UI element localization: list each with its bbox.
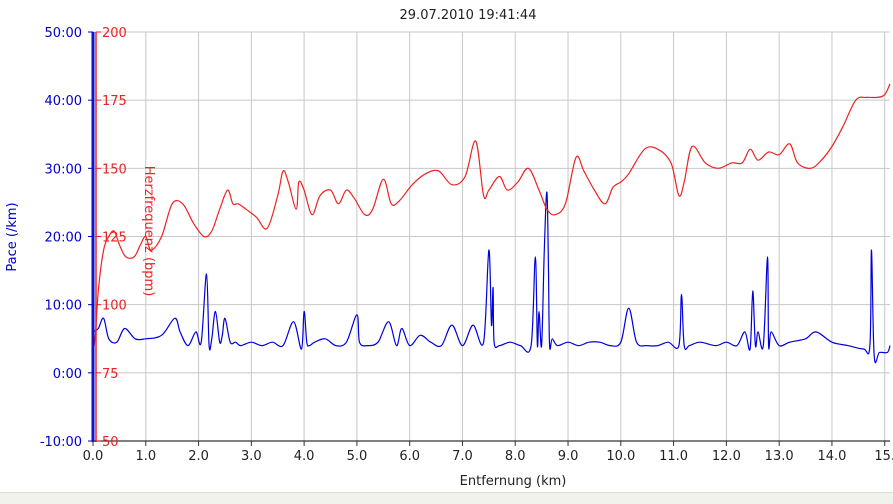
x-tick-label: 14.0 (817, 449, 846, 464)
heart-rate-series-line (92, 83, 891, 354)
y-left-axis-label: Pace (/km) (5, 202, 20, 271)
y-left-tick-label: -10:00 (40, 435, 82, 450)
x-tick-label: 4.0 (294, 449, 315, 464)
x-tick-label: 5.0 (347, 449, 368, 464)
x-tick-label: 15. (874, 449, 893, 464)
y-left-tick-label: 0:00 (53, 367, 82, 382)
x-axis-label: Entfernung (km) (460, 474, 567, 489)
x-tick-label: 9.0 (558, 449, 579, 464)
x-tick-label: 12.0 (712, 449, 741, 464)
y-right-tick-label: 50 (102, 435, 119, 450)
x-tick-label: 0.0 (83, 449, 104, 464)
x-tick-label: 10.0 (606, 449, 635, 464)
x-tick-label: 7.0 (452, 449, 473, 464)
y-left-tick-label: 20:00 (45, 231, 82, 246)
y-right-axis-label: Herzfrequenz (bpm) (141, 166, 156, 297)
y-right-tick-label: 125 (102, 231, 127, 246)
y-right-tick-label: 150 (102, 162, 127, 177)
y-right-tick-label: 100 (102, 299, 127, 314)
y-right-tick-label: 175 (102, 94, 127, 109)
x-tick-label: 6.0 (399, 449, 420, 464)
grid-lines (93, 31, 890, 442)
y-left-tick-label: 50:00 (45, 26, 82, 41)
pace-series-line (92, 191, 891, 364)
y-left-tick-label: 10:00 (45, 299, 82, 314)
x-tick-label: 8.0 (505, 449, 526, 464)
tick-labels: 0.0 1.0 2.0 3.0 4.0 5.0 6.0 7.0 8.0 9.0 10.0 11.0 12… (40, 26, 893, 464)
status-strip (0, 492, 893, 504)
x-tick-label: 13.0 (765, 449, 794, 464)
x-tick-label: 1.0 (135, 449, 156, 464)
chart-title: 29.07.2010 19:41:44 (400, 8, 537, 23)
y-left-tick-label: 30:00 (45, 162, 82, 177)
series-group (92, 83, 891, 364)
x-tick-label: 11.0 (659, 449, 688, 464)
y-right-tick-label: 200 (102, 26, 127, 41)
y-left-tick-label: 40:00 (45, 94, 82, 109)
y-right-tick-label: 75 (102, 367, 119, 382)
x-tick-label: 2.0 (188, 449, 209, 464)
x-tick-label: 3.0 (241, 449, 262, 464)
